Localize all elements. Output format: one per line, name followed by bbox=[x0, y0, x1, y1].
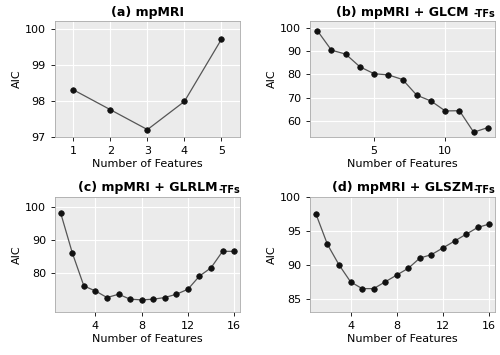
Text: -TFs: -TFs bbox=[473, 9, 495, 19]
Y-axis label: AIC: AIC bbox=[268, 245, 278, 264]
Title: (c) mpMRI + GLRLM: (c) mpMRI + GLRLM bbox=[78, 181, 217, 194]
Title: (a) mpMRI: (a) mpMRI bbox=[111, 6, 184, 19]
Text: -TFs: -TFs bbox=[218, 185, 240, 195]
Text: -TFs: -TFs bbox=[473, 185, 495, 195]
Y-axis label: AIC: AIC bbox=[12, 70, 22, 88]
X-axis label: Number of Features: Number of Features bbox=[92, 159, 202, 169]
Title: (d) mpMRI + GLSZM: (d) mpMRI + GLSZM bbox=[332, 181, 474, 194]
X-axis label: Number of Features: Number of Features bbox=[348, 159, 458, 169]
Title: (b) mpMRI + GLCM: (b) mpMRI + GLCM bbox=[336, 6, 469, 19]
Y-axis label: AIC: AIC bbox=[12, 245, 22, 264]
Y-axis label: AIC: AIC bbox=[268, 70, 278, 88]
X-axis label: Number of Features: Number of Features bbox=[92, 334, 202, 344]
X-axis label: Number of Features: Number of Features bbox=[348, 334, 458, 344]
